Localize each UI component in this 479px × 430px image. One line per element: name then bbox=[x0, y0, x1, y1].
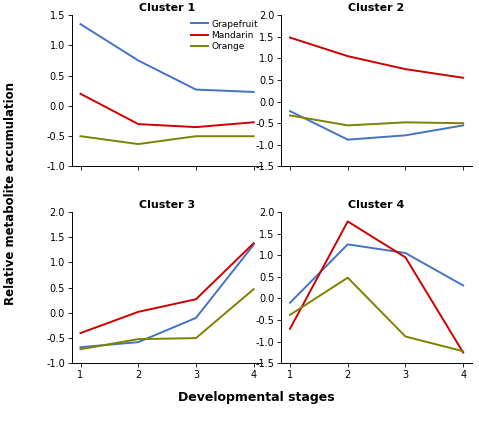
Legend: Grapefruit, Mandarin, Orange: Grapefruit, Mandarin, Orange bbox=[188, 16, 262, 55]
Title: Cluster 3: Cluster 3 bbox=[139, 200, 195, 210]
Title: Cluster 4: Cluster 4 bbox=[348, 200, 405, 210]
Text: Developmental stages: Developmental stages bbox=[178, 391, 334, 404]
Text: Relative metabolite accumulation: Relative metabolite accumulation bbox=[4, 82, 17, 305]
Title: Cluster 2: Cluster 2 bbox=[348, 3, 405, 13]
Title: Cluster 1: Cluster 1 bbox=[139, 3, 195, 13]
